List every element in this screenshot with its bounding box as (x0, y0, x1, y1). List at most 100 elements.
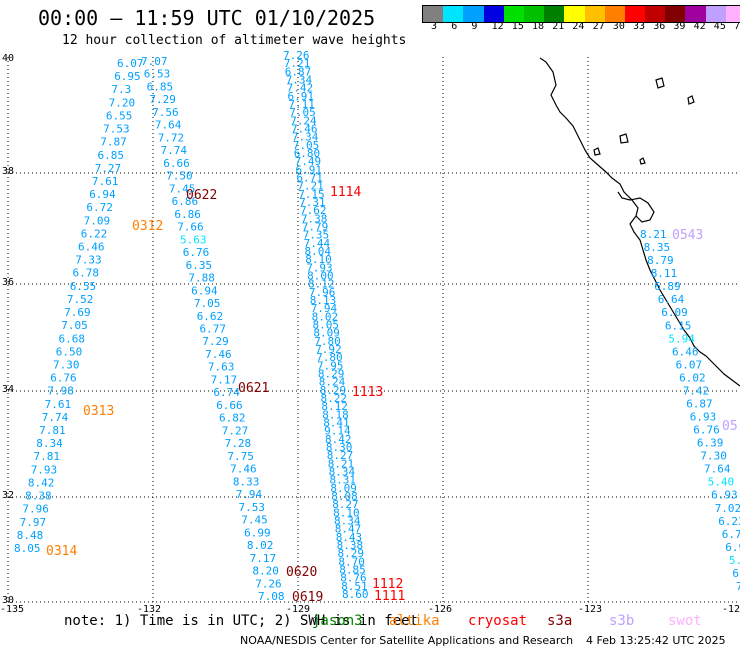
wave-height-value: 7.97 (20, 516, 46, 529)
wave-height-value: 7.05 (194, 297, 221, 310)
wave-height-value: 7.94 (236, 488, 263, 501)
pass-time-label: 0313 (83, 404, 114, 419)
wave-height-value: 7.33 (75, 254, 102, 267)
wave-height-value: 6.85 (98, 149, 125, 162)
wave-height-value: 7.61 (45, 398, 72, 411)
lake-tahoe (655, 77, 665, 89)
wave-height-value: 6.53 (144, 68, 171, 81)
wave-height-value: 6.55 (106, 109, 132, 122)
colorbar-label: 45 (713, 21, 726, 32)
wave-height-value: 6.87 (285, 65, 312, 78)
wave-height-value: 8.31 (330, 474, 357, 487)
wave-height-value: 7.11 (288, 98, 315, 111)
pass-time-label: 0621 (238, 381, 269, 396)
wave-height-value: 8.27 (332, 498, 359, 511)
wave-height-value: 6.75 (722, 528, 740, 541)
wave-height-value: 7.79 (302, 221, 329, 234)
colorbar-swatch (423, 6, 444, 22)
wave-height-value: 8.04 (305, 245, 332, 258)
pass-time-label: 0620 (286, 565, 317, 580)
wave-height-value: 8.33 (233, 475, 260, 488)
wave-height-value: 8.08 (331, 490, 358, 503)
wave-height-value: 8.41 (323, 417, 350, 430)
wave-height-value: 8.12 (308, 278, 335, 291)
colorbar-label: 9 (471, 21, 478, 32)
colorbar-swatch (645, 6, 666, 22)
wave-height-value: 7.46 (205, 348, 232, 361)
wave-height-value: 8.22 (321, 392, 348, 405)
pass-time-labels: 0622 1114 0312 0543 0621 1113 0313 05 0314 0620 11… (46, 185, 738, 605)
wave-height-value: 8.42 (325, 433, 352, 446)
colorbar-swatch (523, 6, 545, 22)
legend-cryosat: cryosat (468, 613, 528, 629)
california-coastline (539, 57, 740, 387)
wave-height-value: 8.29 (320, 384, 347, 397)
wave-height-value: 7.53 (239, 501, 266, 514)
wave-height-value: 7.09 (84, 214, 111, 227)
wave-height-value: 7.29 (202, 335, 229, 348)
wave-height-value: 9.14 (324, 425, 351, 438)
wave-height-value: 8.20 (252, 565, 279, 578)
wave-height-value: 7.34 (292, 131, 319, 144)
wave-height-value: 7.21 (297, 180, 324, 193)
wave-height-value: 8.30 (326, 441, 353, 454)
generated-timestamp: 4 Feb 13:25:42 UTC 2025 (586, 634, 726, 647)
colorbar-label: 21 (552, 21, 565, 32)
wave-height-value: 8.27 (327, 449, 354, 462)
wave-height-value: 8.18 (322, 408, 349, 421)
wave-height-value: 7.20 (109, 96, 136, 109)
wave-height-value: 7.74 (42, 411, 69, 424)
wave-height-value: 7.56 (152, 106, 179, 119)
wave-height-value: 6.76 (183, 246, 210, 259)
wave-height-value: 7.46 (291, 123, 318, 136)
colorbar-label: 70 (734, 21, 740, 32)
wave-height-value: 8.21 (640, 228, 667, 241)
wave-height-value: 8.48 (17, 529, 44, 542)
lake-1 (687, 95, 695, 105)
wave-height-value: 6.55 (70, 280, 97, 293)
wave-height-value: 7.07 (141, 55, 168, 68)
wave-height-value: 7.46 (230, 463, 257, 476)
wave-height-value: 8.85 (339, 564, 366, 577)
wave-height-value: 7.34 (286, 74, 313, 87)
wave-height-value: 7.26 (283, 49, 310, 62)
wave-height-value: 6.22 (81, 227, 108, 240)
wave-height-value: 7.64 (155, 119, 182, 132)
pass-time-label: 0312 (132, 219, 163, 234)
wave-height-value: 6.94 (89, 188, 116, 201)
wave-height-value: 7.05 (61, 319, 88, 332)
wave-height-value: 5.94 (668, 332, 695, 345)
wave-height-value: 8.70 (338, 555, 365, 568)
colorbar-label: 6 (451, 21, 458, 32)
colorbar-swatch (685, 6, 706, 22)
pass-time-label: 1111 (374, 589, 405, 604)
wave-height-value: 7.29 (149, 93, 176, 106)
wave-height-value: 8.34 (334, 515, 361, 528)
wave-height-value: 7.08 (258, 590, 285, 603)
lake-4 (639, 157, 646, 165)
wave-height-value: 6.86 (172, 195, 199, 208)
lat-tick-label: 34 (2, 384, 14, 395)
pass-time-label: 0543 (672, 228, 703, 243)
wave-height-value: 7.81 (34, 450, 61, 463)
colorbar-swatch (544, 6, 565, 22)
wave-height-value: 7.63 (208, 361, 235, 374)
wave-height-value: 8.35 (644, 241, 671, 254)
wave-height-value: 6.91 (296, 163, 323, 176)
wave-height-value: 6.77 (200, 323, 227, 336)
wave-height-value: 6.46 (78, 241, 105, 254)
wave-height-value: 6.99 (244, 526, 271, 539)
wave-height-value: 8.60 (342, 588, 369, 601)
wave-height-value: 6.68 (59, 332, 86, 345)
wave-height-value: 7.49 (295, 155, 322, 168)
colorbar-label: 15 (511, 21, 524, 32)
wave-height-value: 6.15 (665, 319, 692, 332)
wave-height-value: 6.35 (186, 259, 213, 272)
wave-height-value: 8.42 (28, 477, 55, 490)
wave-height-value: 8.00 (307, 270, 334, 283)
wave-height-value: 8.24 (319, 376, 346, 389)
colorbar-label: 3 (431, 21, 438, 32)
wave-height-value: 7.21 (284, 57, 311, 70)
wave-height-value: 7.15 (298, 188, 325, 201)
colorbar-swatch (463, 6, 484, 22)
